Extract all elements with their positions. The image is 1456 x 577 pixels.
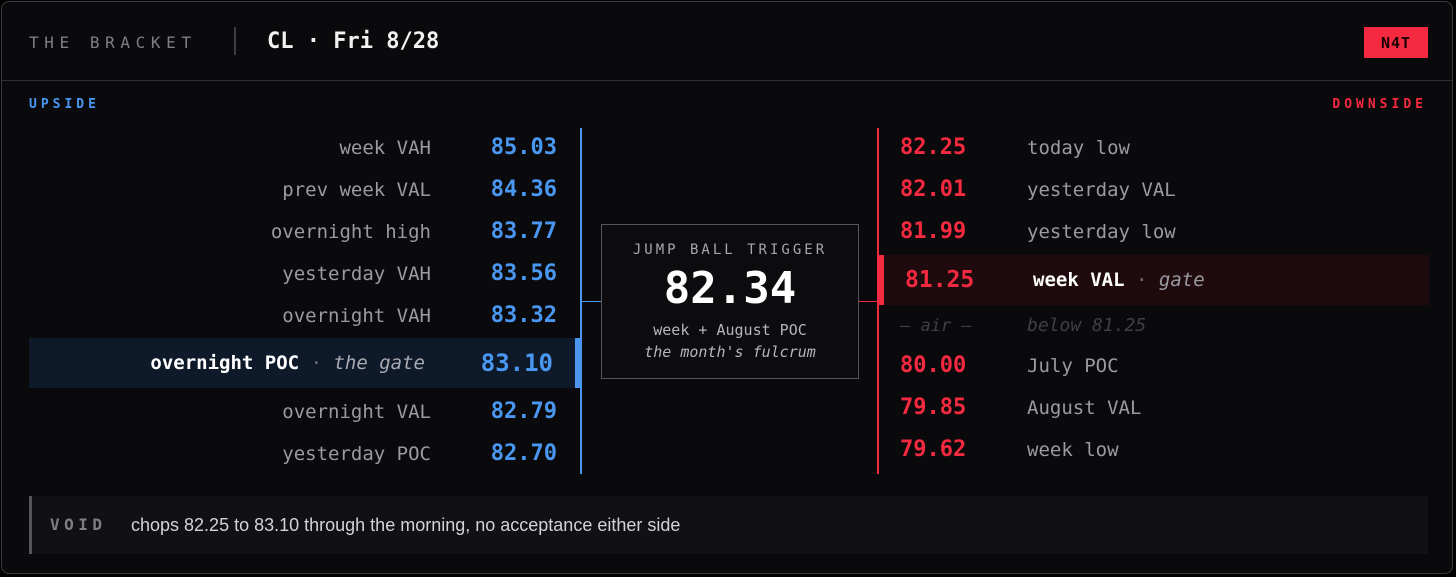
upside-level-row: overnight high 83.77 [29,211,579,253]
gate-level-name: week VAL [1033,269,1125,291]
air-note: below 81.25 [1027,315,1147,336]
level-label: week low [1027,439,1119,461]
brand-title: THE BRACKET [29,33,197,52]
upside-level-row: week VAH 85.03 [29,127,579,169]
gate-level-label: overnight POC · the gate [150,338,425,388]
downside-level-row: 79.85 August VAL [879,387,1429,429]
upside-gate-row: overnight POC · the gate 83.10 [29,338,580,388]
level-price: 82.79 [490,399,557,424]
level-price: 83.77 [490,219,557,244]
level-label: yesterday low [1027,221,1176,243]
header-divider [234,27,236,55]
level-price: 82.25 [900,135,967,160]
level-price: 80.00 [900,353,967,378]
gate-note: gate [1158,269,1205,291]
level-label: prev week VAL [282,179,431,201]
level-price: 79.62 [900,437,967,462]
void-note: VOID chops 82.25 to 83.10 through the mo… [29,496,1428,554]
level-price: 83.32 [490,303,557,328]
trigger-price: 82.34 [663,263,797,314]
level-label: July POC [1027,355,1119,377]
downside-connector [859,301,878,302]
level-price: 82.01 [900,177,967,202]
level-label: yesterday VAL [1027,179,1176,201]
upside-level-row: overnight VAL 82.79 [29,391,579,433]
downside-heading: DOWNSIDE [1332,97,1427,112]
gate-marker [575,338,580,388]
trigger-subtitle: week + August POC [653,321,807,339]
upside-level-row: yesterday VAH 83.56 [29,253,579,295]
ticker-date: CL · Fri 8/28 [267,29,440,54]
level-label: August VAL [1027,397,1142,419]
gate-note: the gate [333,352,425,374]
upside-rail [580,128,582,474]
author-badge: N4T [1364,27,1428,58]
upside-connector [582,301,601,302]
upside-level-row: prev week VAL 84.36 [29,169,579,211]
gate-level-name: overnight POC [150,352,300,374]
downside-level-row: 79.62 week low [879,429,1429,471]
air-gap-row: — air — below 81.25 [879,305,1429,347]
level-label: today low [1027,137,1130,159]
level-label: week VAH [339,137,431,159]
upside-heading: UPSIDE [29,97,100,112]
level-price: 82.70 [490,441,557,466]
downside-level-row: 82.25 today low [879,127,1429,169]
upside-level-row: overnight VAH 83.32 [29,295,579,337]
separator-dot: · [310,352,323,374]
level-price: 84.36 [490,177,557,202]
trigger-label: JUMP BALL TRIGGER [632,242,828,258]
level-price: 79.85 [900,395,967,420]
level-label: overnight VAL [282,401,431,423]
downside-level-row: 82.01 yesterday VAL [879,169,1429,211]
upside-level-row: yesterday POC 82.70 [29,433,579,475]
header-bar: THE BRACKET CL · Fri 8/28 N4T [2,2,1452,81]
void-text: chops 82.25 to 83.10 through the morning… [131,515,681,535]
downside-rail [877,128,879,474]
level-price: 83.56 [490,261,557,286]
separator-dot: · [1135,269,1148,291]
gate-level-price: 83.10 [480,349,553,377]
jump-ball-trigger-box: JUMP BALL TRIGGER 82.34 week + August PO… [601,224,859,379]
downside-level-row: 81.99 yesterday low [879,211,1429,253]
gate-level-price: 81.25 [905,267,975,293]
void-label: VOID [50,515,107,534]
level-label: overnight VAH [282,305,431,327]
gate-marker [879,255,884,305]
level-label: yesterday POC [282,443,431,465]
level-label: yesterday VAH [282,263,431,285]
level-price: 81.99 [900,219,967,244]
downside-gate-row: 81.25 week VAL · gate [879,255,1429,305]
gate-level-label: week VAL · gate [1033,255,1205,305]
air-marker: — air — [900,316,972,336]
trigger-note: the month's fulcrum [644,343,816,361]
level-label: overnight high [270,221,431,243]
downside-level-row: 80.00 July POC [879,345,1429,387]
level-price: 85.03 [490,135,557,160]
